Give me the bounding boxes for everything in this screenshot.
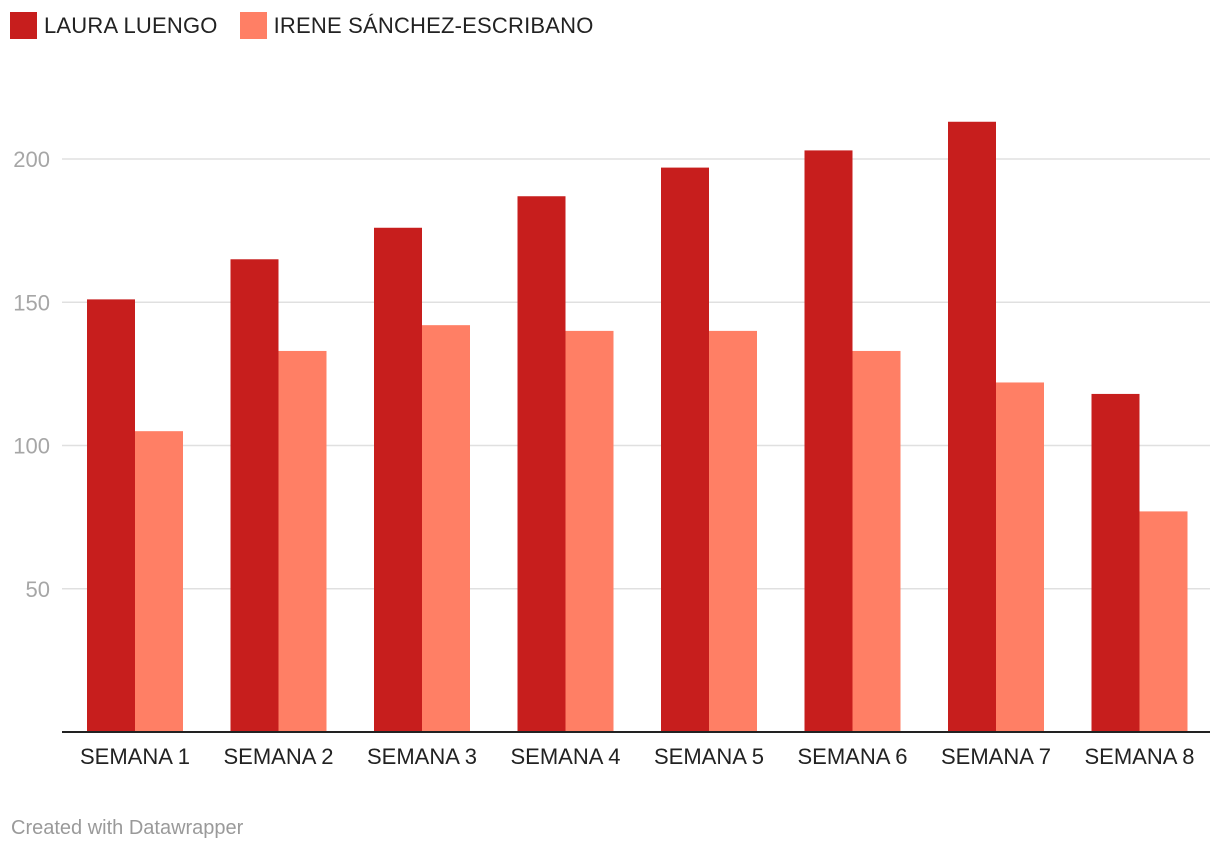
legend-label-laura-luengo: LAURA LUENGO <box>44 12 218 38</box>
y-tick-label-100: 100 <box>13 434 50 459</box>
y-tick-label-50: 50 <box>26 577 50 602</box>
bar-laura-luengo-semana-1 <box>87 299 135 732</box>
legend-swatch-irene-sanchez-escribano <box>239 12 267 39</box>
footer-credit: Created with Datawrapper <box>11 817 244 839</box>
x-tick-label-semana-6: SEMANA 6 <box>797 744 907 769</box>
y-tick-label-150: 150 <box>13 290 50 315</box>
bar-laura-luengo-semana-6 <box>804 150 853 732</box>
bar-laura-luengo-semana-4 <box>517 196 566 732</box>
bar-irene-sanchez-escribano-semana-8 <box>1139 511 1188 732</box>
x-tick-label-semana-5: SEMANA 5 <box>654 744 764 769</box>
bar-irene-sanchez-escribano-semana-5 <box>709 330 757 732</box>
y-tick-label-200: 200 <box>13 147 50 172</box>
legend-item-irene-sanchez-escribano: IRENE SÁNCHEZ-ESCRIBANO <box>239 12 594 39</box>
bar-laura-luengo-semana-3 <box>374 227 422 732</box>
x-tick-label-semana-8: SEMANA 8 <box>1084 744 1194 769</box>
legend-item-laura-luengo: LAURA LUENGO <box>10 12 218 39</box>
legend-label-irene-sanchez-escribano: IRENE SÁNCHEZ-ESCRIBANO <box>273 12 594 38</box>
bar-irene-sanchez-escribano-semana-7 <box>996 382 1044 732</box>
x-tick-label-semana-7: SEMANA 7 <box>941 744 1051 769</box>
bar-laura-luengo-semana-8 <box>1091 393 1140 732</box>
legend-swatch-laura-luengo <box>10 12 37 39</box>
bar-laura-luengo-semana-5 <box>661 167 709 733</box>
x-tick-label-semana-3: SEMANA 3 <box>367 744 477 769</box>
bar-irene-sanchez-escribano-semana-2 <box>278 350 327 732</box>
bar-irene-sanchez-escribano-semana-1 <box>135 431 183 732</box>
bar-irene-sanchez-escribano-semana-3 <box>422 325 470 732</box>
chart-legend: LAURA LUENGO IRENE SÁNCHEZ-ESCRIBANO <box>10 12 616 39</box>
x-tick-label-semana-1: SEMANA 1 <box>80 744 190 769</box>
bar-irene-sanchez-escribano-semana-6 <box>852 350 901 732</box>
x-tick-label-semana-2: SEMANA 2 <box>223 744 333 769</box>
x-tick-label-semana-4: SEMANA 4 <box>510 744 620 769</box>
bar-laura-luengo-semana-2 <box>230 259 279 732</box>
bar-irene-sanchez-escribano-semana-4 <box>565 330 614 732</box>
bar-laura-luengo-semana-7 <box>948 121 996 732</box>
